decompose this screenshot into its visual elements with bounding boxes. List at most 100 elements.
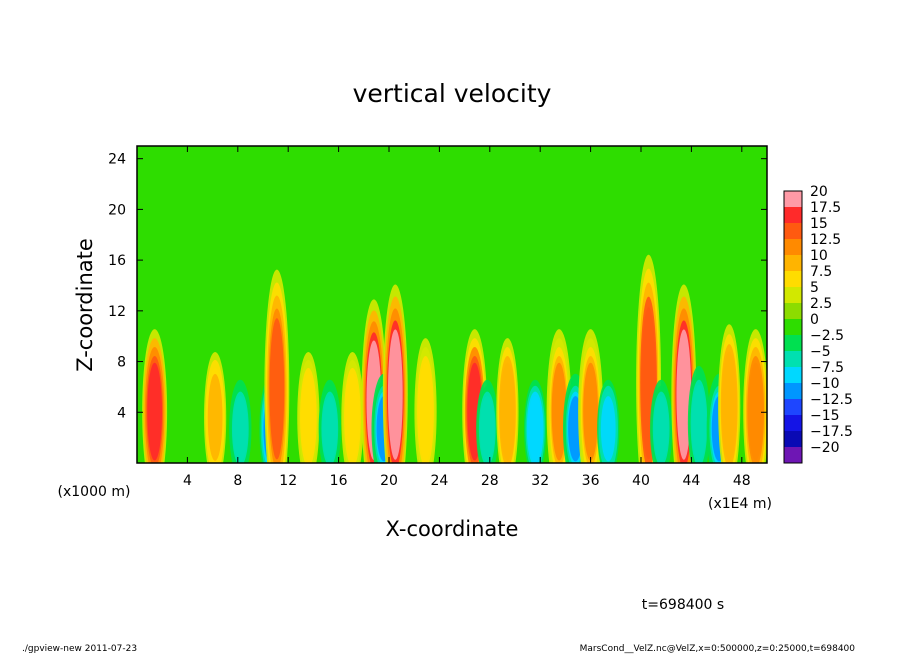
feature-contour	[207, 373, 223, 461]
colorbar-label: 20	[810, 184, 828, 200]
source-info: MarsCond__VelZ.nc@VelZ,x=0:500000,z=0:25…	[580, 644, 856, 654]
feature-contour	[527, 396, 543, 462]
feature-contour	[721, 351, 737, 461]
feature-contour	[387, 329, 403, 460]
velocity-feature	[687, 365, 711, 463]
x-ticks: 4 8 12 16 20 24 28 32 36 40 44 48	[183, 146, 751, 489]
colorbar-swatch	[784, 319, 802, 336]
y-tick-label: 24	[108, 152, 126, 168]
x-tick-label: 12	[279, 473, 297, 489]
colorbar-label: −12.5	[810, 392, 853, 408]
velocity-feature	[597, 379, 620, 463]
velocity-feature	[718, 324, 741, 463]
velocity-feature	[341, 351, 364, 463]
feature-contour	[583, 362, 598, 461]
colorbar-swatch	[784, 367, 802, 384]
colorbar-swatch	[784, 207, 802, 224]
program-info: ./gpview-new 2011-07-23	[22, 644, 137, 654]
colorbar-swatch	[784, 335, 802, 352]
colorbar-label: −2.5	[810, 328, 844, 344]
y-ticks: 4 8 12 16 20 24	[108, 152, 767, 421]
feature-contour	[600, 396, 616, 462]
velocity-feature	[264, 269, 290, 463]
colorbar-label: 12.5	[810, 232, 841, 248]
x-tick-label: 36	[582, 473, 600, 489]
colorbar-swatch	[784, 255, 802, 272]
feature-contour	[479, 396, 495, 462]
velocity-feature	[229, 379, 252, 463]
x-unit-label: (x1E4 m)	[708, 496, 772, 512]
velocity-feature	[297, 351, 320, 463]
colorbar-swatch	[784, 383, 802, 400]
feature-contour	[676, 329, 692, 460]
colorbar-label: 0	[810, 312, 819, 328]
velocity-features	[142, 254, 767, 463]
velocity-feature	[204, 351, 227, 463]
colorbar-swatch	[784, 191, 802, 208]
velocity-feature	[318, 379, 341, 463]
plot-frame	[136, 145, 768, 464]
velocity-feature	[546, 329, 572, 463]
colorbar-label: 17.5	[810, 200, 841, 216]
feature-contour	[748, 362, 764, 461]
velocity-feature	[578, 329, 604, 463]
feature-contour	[500, 362, 515, 461]
colorbar-frame	[783, 190, 803, 464]
colorbar-swatch	[784, 431, 802, 448]
velocity-feature	[476, 379, 499, 463]
colorbar-label: 2.5	[810, 296, 832, 312]
x-tick-label: 40	[632, 473, 650, 489]
colorbar-swatch	[784, 399, 802, 416]
feature-contour	[147, 362, 163, 461]
colorbar-swatch	[784, 223, 802, 240]
velocity-feature	[743, 329, 767, 463]
colorbar-label: −10	[810, 376, 840, 392]
colorbar-label: 5	[810, 280, 819, 296]
y-tick-label: 4	[117, 405, 126, 421]
colorbar-label: −20	[810, 440, 840, 456]
colorbar-label: 7.5	[810, 264, 832, 280]
velocity-feature	[142, 329, 168, 463]
feature-contour	[551, 362, 567, 461]
feature-contour	[653, 396, 669, 462]
colorbar-swatch	[784, 287, 802, 304]
feature-contour	[345, 373, 360, 461]
y-tick-label: 8	[117, 355, 126, 371]
colorbar-label: −17.5	[810, 424, 853, 440]
colorbar-label: −7.5	[810, 360, 844, 376]
feature-contour	[232, 396, 248, 462]
velocity-feature	[414, 338, 437, 463]
y-unit-label: (x1000 m)	[58, 484, 131, 500]
x-tick-label: 8	[233, 473, 242, 489]
colorbar-label: −15	[810, 408, 840, 424]
x-tick-label: 16	[330, 473, 348, 489]
x-tick-label: 24	[430, 473, 448, 489]
velocity-feature	[382, 284, 408, 463]
colorbar-swatch	[784, 351, 802, 368]
feature-contour	[691, 385, 707, 462]
y-tick-label: 12	[108, 304, 126, 320]
y-tick-label: 16	[108, 253, 126, 269]
x-tick-label: 20	[380, 473, 398, 489]
feature-contour	[300, 373, 316, 461]
colorbar-swatch	[784, 415, 802, 432]
x-tick-label: 48	[733, 473, 751, 489]
x-tick-label: 4	[183, 473, 192, 489]
y-tick-label: 20	[108, 202, 126, 218]
feature-contour	[269, 318, 285, 460]
colorbar-swatch	[784, 447, 802, 464]
feature-contour	[322, 396, 338, 462]
x-tick-label: 44	[682, 473, 700, 489]
x-tick-label: 32	[531, 473, 549, 489]
time-label: t=698400 s	[642, 597, 724, 613]
colorbar-label: 10	[810, 248, 828, 264]
colorbar-swatch	[784, 271, 802, 288]
colorbar-label: −5	[810, 344, 831, 360]
feature-contour	[418, 362, 433, 461]
colorbar-swatch	[784, 239, 802, 256]
colorbar-label: 15	[810, 216, 828, 232]
y-axis-label: Z-coordinate	[73, 238, 97, 372]
colorbar-swatch	[784, 303, 802, 320]
velocity-feature	[496, 338, 519, 463]
